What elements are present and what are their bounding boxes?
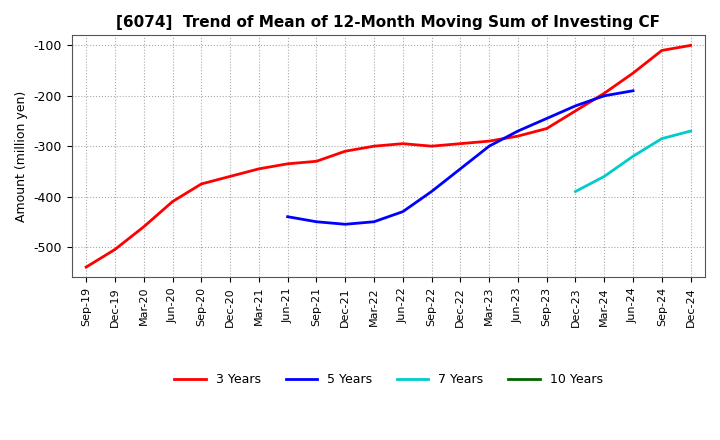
3 Years: [369, 143, 378, 149]
5 Years: [312, 219, 320, 224]
3 Years: [485, 139, 493, 144]
5 Years: [485, 143, 493, 149]
Line: 3 Years: 3 Years: [86, 45, 690, 267]
3 Years: [341, 149, 349, 154]
7 Years: [657, 136, 666, 141]
3 Years: [111, 247, 120, 252]
7 Years: [686, 128, 695, 134]
3 Years: [600, 91, 608, 96]
5 Years: [427, 189, 436, 194]
5 Years: [542, 116, 551, 121]
Y-axis label: Amount (million yen): Amount (million yen): [15, 91, 28, 222]
3 Years: [456, 141, 464, 146]
7 Years: [600, 174, 608, 179]
5 Years: [456, 166, 464, 172]
7 Years: [571, 189, 580, 194]
7 Years: [629, 154, 637, 159]
3 Years: [226, 174, 235, 179]
3 Years: [140, 224, 148, 229]
5 Years: [571, 103, 580, 109]
5 Years: [398, 209, 407, 214]
3 Years: [657, 48, 666, 53]
3 Years: [312, 159, 320, 164]
3 Years: [686, 43, 695, 48]
3 Years: [571, 108, 580, 114]
3 Years: [427, 143, 436, 149]
3 Years: [82, 264, 91, 270]
3 Years: [629, 70, 637, 76]
5 Years: [369, 219, 378, 224]
3 Years: [542, 126, 551, 131]
5 Years: [284, 214, 292, 220]
3 Years: [284, 161, 292, 166]
3 Years: [197, 181, 206, 187]
Line: 7 Years: 7 Years: [575, 131, 690, 191]
3 Years: [168, 199, 177, 204]
5 Years: [341, 222, 349, 227]
Legend: 3 Years, 5 Years, 7 Years, 10 Years: 3 Years, 5 Years, 7 Years, 10 Years: [169, 368, 608, 391]
Title: [6074]  Trend of Mean of 12-Month Moving Sum of Investing CF: [6074] Trend of Mean of 12-Month Moving …: [117, 15, 660, 30]
5 Years: [629, 88, 637, 93]
Line: 5 Years: 5 Years: [288, 91, 633, 224]
5 Years: [600, 93, 608, 99]
3 Years: [255, 166, 264, 172]
3 Years: [513, 133, 522, 139]
5 Years: [513, 128, 522, 134]
3 Years: [398, 141, 407, 146]
